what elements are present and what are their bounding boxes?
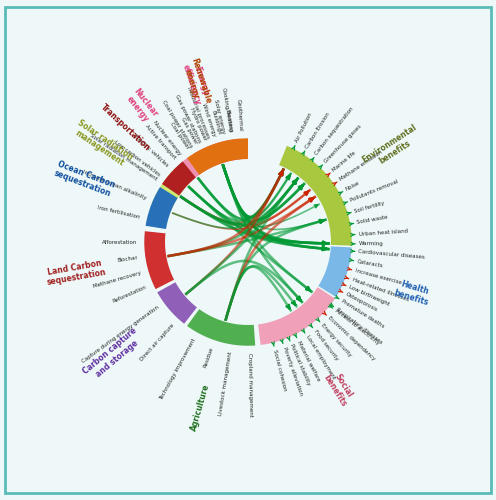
Text: Noise: Noise bbox=[345, 180, 361, 192]
Text: Premature deaths: Premature deaths bbox=[341, 298, 385, 329]
Text: Nuclear
energy: Nuclear energy bbox=[124, 87, 160, 126]
Polygon shape bbox=[279, 146, 352, 246]
Text: Residue: Residue bbox=[202, 346, 214, 368]
Polygon shape bbox=[193, 138, 241, 172]
Text: Hydro power: Hydro power bbox=[188, 106, 207, 141]
Text: Industrial processes: Industrial processes bbox=[186, 86, 211, 140]
Text: Technology improvement: Technology improvement bbox=[158, 338, 196, 401]
Text: Marine life: Marine life bbox=[331, 150, 357, 172]
Polygon shape bbox=[144, 231, 174, 289]
Text: Low birthweight: Low birthweight bbox=[348, 285, 390, 308]
Text: Local employment: Local employment bbox=[305, 334, 336, 380]
Text: Livestock management: Livestock management bbox=[218, 351, 233, 416]
Text: Afforestation: Afforestation bbox=[102, 240, 137, 244]
Polygon shape bbox=[162, 162, 196, 196]
Polygon shape bbox=[152, 168, 190, 211]
Text: Carbon sequestration: Carbon sequestration bbox=[314, 106, 355, 156]
Text: Methane recovery: Methane recovery bbox=[93, 270, 142, 288]
Text: Respiratory illnesses: Respiratory illnesses bbox=[335, 307, 383, 345]
Polygon shape bbox=[145, 187, 178, 229]
Text: Political stability: Political stability bbox=[289, 343, 311, 386]
Text: Increase exercise: Increase exercise bbox=[355, 268, 402, 285]
Text: Iron fertilisation: Iron fertilisation bbox=[97, 205, 140, 220]
Text: Coal power: Coal power bbox=[169, 122, 189, 150]
Text: Greenhouse gases: Greenhouse gases bbox=[323, 124, 363, 164]
Text: Transportation: Transportation bbox=[99, 102, 152, 153]
Text: Energy
efficiency: Energy efficiency bbox=[181, 60, 212, 106]
Text: Gas power stations: Gas power stations bbox=[174, 94, 202, 144]
Text: Solar radiation management: Solar radiation management bbox=[89, 134, 157, 182]
Text: Air Pollution: Air Pollution bbox=[294, 112, 313, 144]
Text: Energy security: Energy security bbox=[320, 323, 353, 358]
Text: Pollutants removal: Pollutants removal bbox=[350, 179, 399, 203]
Text: Methane emission: Methane emission bbox=[339, 150, 383, 182]
Text: Environmental
benefits: Environmental benefits bbox=[361, 123, 424, 174]
Text: Capture during energy generation: Capture during energy generation bbox=[81, 305, 160, 364]
Polygon shape bbox=[177, 155, 203, 182]
Text: Warming: Warming bbox=[359, 242, 384, 247]
Text: Cardiovascular diseases: Cardiovascular diseases bbox=[358, 249, 425, 260]
Text: Soil fertility: Soil fertility bbox=[354, 200, 385, 214]
Text: Cooking/heating: Cooking/heating bbox=[221, 88, 233, 133]
Text: Agriculture: Agriculture bbox=[189, 383, 211, 432]
Text: Biochar: Biochar bbox=[117, 255, 138, 263]
Text: Access to electricity: Access to electricity bbox=[334, 308, 380, 346]
Text: Material welfare: Material welfare bbox=[296, 340, 321, 382]
Text: Cataracts: Cataracts bbox=[357, 259, 384, 268]
Text: Urban heat island: Urban heat island bbox=[359, 228, 408, 237]
Text: Nuclear energy: Nuclear energy bbox=[152, 120, 182, 156]
Text: Wind energy: Wind energy bbox=[200, 102, 216, 138]
Polygon shape bbox=[318, 246, 352, 297]
Text: Renewable
energy: Renewable energy bbox=[180, 57, 213, 108]
Text: Solar energy: Solar energy bbox=[213, 100, 226, 134]
Text: Land Carbon
sequestration: Land Carbon sequestration bbox=[44, 258, 107, 288]
Text: Ocean Carbon
sequestration: Ocean Carbon sequestration bbox=[52, 159, 116, 199]
Text: Carbon Erosion: Carbon Erosion bbox=[305, 112, 331, 150]
Polygon shape bbox=[258, 287, 335, 345]
Text: Low carbon vehicles: Low carbon vehicles bbox=[114, 140, 161, 177]
Text: Cropland management: Cropland management bbox=[248, 353, 253, 417]
Text: Food security: Food security bbox=[313, 329, 339, 362]
Polygon shape bbox=[157, 282, 197, 324]
Text: Solid waste: Solid waste bbox=[357, 215, 389, 225]
Text: Geothermal: Geothermal bbox=[236, 98, 243, 132]
Text: Social
benefits: Social benefits bbox=[321, 368, 357, 408]
Text: Social cohesion: Social cohesion bbox=[272, 349, 288, 392]
Polygon shape bbox=[187, 138, 248, 175]
Text: Health
benefits: Health benefits bbox=[393, 278, 433, 307]
Text: Osteoporosis: Osteoporosis bbox=[345, 292, 378, 313]
Text: Active transport: Active transport bbox=[144, 124, 177, 160]
Text: Buildings: Buildings bbox=[210, 110, 222, 136]
Text: Gas power: Gas power bbox=[180, 117, 198, 145]
Text: Carbon capture
and storage: Carbon capture and storage bbox=[82, 326, 145, 384]
Text: Coal power stations: Coal power stations bbox=[161, 99, 193, 148]
Polygon shape bbox=[187, 309, 255, 346]
Text: Economic dependency: Economic dependency bbox=[327, 316, 376, 362]
Text: Electric vehicles: Electric vehicles bbox=[133, 134, 169, 168]
Text: Biomass: Biomass bbox=[225, 109, 233, 133]
Text: Increase ocean alkalinity: Increase ocean alkalinity bbox=[82, 170, 147, 201]
Text: Reforestation: Reforestation bbox=[112, 285, 148, 304]
Text: Solar radiation
management: Solar radiation management bbox=[70, 118, 134, 170]
Text: Direct air capture: Direct air capture bbox=[140, 323, 176, 362]
Text: Poverty alleviation: Poverty alleviation bbox=[282, 346, 303, 396]
Text: Heat-related illnesses: Heat-related illnesses bbox=[351, 278, 409, 302]
